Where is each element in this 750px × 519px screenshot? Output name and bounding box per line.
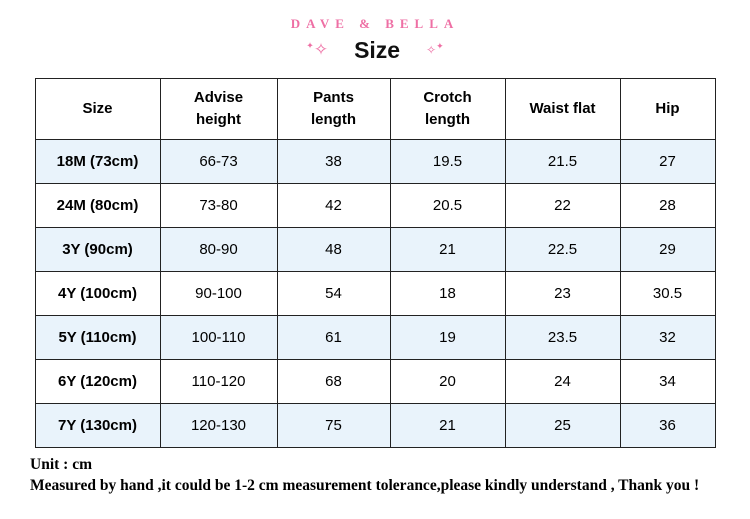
table-cell: 25 bbox=[504, 403, 621, 448]
table-cell: 32 bbox=[619, 315, 716, 360]
footer-notes: Unit : cm Measured by hand ,it could be … bbox=[30, 455, 750, 497]
table-cell: 66-73 bbox=[159, 139, 278, 184]
table-cell: 36 bbox=[619, 403, 716, 448]
table-cell: 22 bbox=[504, 183, 621, 228]
table-cell: 110-120 bbox=[159, 359, 278, 404]
column-header-5: Hip bbox=[619, 78, 716, 140]
size-table: Size Advise height Pants length Crotch leng… bbox=[34, 78, 716, 448]
table-row: 3Y (90cm) 80-90 48 21 22.5 29 bbox=[34, 227, 716, 272]
brand-name: DAVE & BELLA bbox=[290, 16, 460, 31]
table-cell: 80-90 bbox=[159, 227, 278, 272]
table-cell: 42 bbox=[276, 183, 391, 228]
row-size-label: 24M (80cm) bbox=[34, 183, 161, 228]
table-row: 7Y (130cm) 120-130 75 21 25 36 bbox=[34, 403, 716, 448]
column-header-4: Waist flat bbox=[504, 78, 621, 140]
row-size-label: 5Y (110cm) bbox=[34, 315, 161, 360]
table-cell: 18 bbox=[389, 271, 506, 316]
table-cell: 29 bbox=[619, 227, 716, 272]
title-row: ✦✧ Size ✧✦ bbox=[0, 34, 750, 66]
table-cell: 100-110 bbox=[159, 315, 278, 360]
row-size-label: 18M (73cm) bbox=[34, 139, 161, 184]
table-cell: 23 bbox=[504, 271, 621, 316]
table-cell: 90-100 bbox=[159, 271, 278, 316]
page-title: Size bbox=[354, 36, 401, 63]
table-cell: 21 bbox=[389, 403, 506, 448]
column-header-2: Pants length bbox=[276, 78, 391, 140]
table-header-row: Size Advise height Pants length Crotch leng… bbox=[34, 78, 716, 140]
table-row: 4Y (100cm) 90-100 54 18 23 30.5 bbox=[34, 271, 716, 316]
table-cell: 48 bbox=[276, 227, 391, 272]
table-cell: 27 bbox=[619, 139, 716, 184]
table-cell: 24 bbox=[504, 359, 621, 404]
table-cell: 22.5 bbox=[504, 227, 621, 272]
header: DAVE & BELLA ✦✧ Size ✧✦ bbox=[0, 0, 750, 66]
table-cell: 23.5 bbox=[504, 315, 621, 360]
sparkle-left-icon: ✦✧ bbox=[306, 39, 329, 59]
tolerance-note: Measured by hand ,it could be 1-2 cm mea… bbox=[30, 476, 700, 494]
table-cell: 38 bbox=[276, 139, 391, 184]
column-header-3: Crotch length bbox=[389, 78, 506, 140]
table-cell: 120-130 bbox=[159, 403, 278, 448]
row-size-label: 4Y (100cm) bbox=[34, 271, 161, 316]
table-cell: 34 bbox=[619, 359, 716, 404]
row-size-label: 7Y (130cm) bbox=[34, 403, 161, 448]
table-cell: 73-80 bbox=[159, 183, 278, 228]
table-row: 5Y (110cm) 100-110 61 19 23.5 32 bbox=[34, 315, 716, 360]
table-cell: 75 bbox=[276, 403, 391, 448]
sparkle-right-icon: ✧✦ bbox=[426, 41, 444, 57]
table-cell: 20.5 bbox=[389, 183, 506, 228]
table-cell: 30.5 bbox=[619, 271, 716, 316]
table-cell: 28 bbox=[619, 183, 716, 228]
row-size-label: 6Y (120cm) bbox=[34, 359, 161, 404]
table-cell: 68 bbox=[276, 359, 391, 404]
table-cell: 21.5 bbox=[504, 139, 621, 184]
table-cell: 61 bbox=[276, 315, 391, 360]
table-cell: 20 bbox=[389, 359, 506, 404]
row-size-label: 3Y (90cm) bbox=[34, 227, 161, 272]
unit-note: Unit : cm bbox=[30, 456, 92, 473]
table-row: 6Y (120cm) 110-120 68 20 24 34 bbox=[34, 359, 716, 404]
table-cell: 54 bbox=[276, 271, 391, 316]
table-cell: 19.5 bbox=[389, 139, 506, 184]
column-header-1: Advise height bbox=[159, 78, 278, 140]
column-header-0: Size bbox=[34, 78, 161, 140]
table-cell: 21 bbox=[389, 227, 506, 272]
table-cell: 19 bbox=[389, 315, 506, 360]
table-row: 18M (73cm) 66-73 38 19.5 21.5 27 bbox=[34, 139, 716, 184]
table-row: 24M (80cm) 73-80 42 20.5 22 28 bbox=[34, 183, 716, 228]
